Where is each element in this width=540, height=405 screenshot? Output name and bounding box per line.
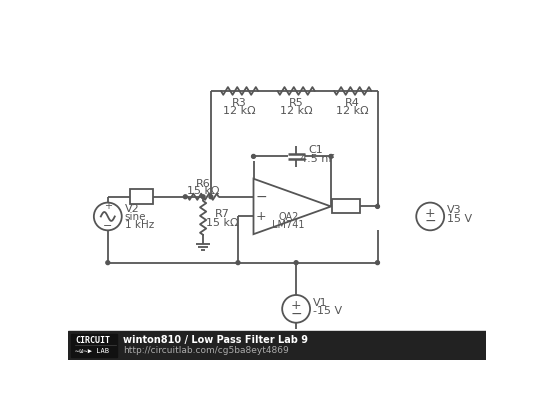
Text: IN: IN [136,192,146,201]
Circle shape [375,261,380,264]
Text: OUT: OUT [335,201,357,211]
Bar [68,331,486,360]
Circle shape [209,195,213,199]
Text: +: + [256,210,267,223]
Polygon shape [253,179,331,234]
Text: R4: R4 [345,98,360,108]
Text: R7: R7 [215,209,230,219]
Circle shape [201,195,205,199]
Circle shape [252,154,255,158]
Text: V1: V1 [313,298,328,308]
Text: 12 kΩ: 12 kΩ [336,106,369,116]
FancyBboxPatch shape [332,199,360,213]
Text: −: − [103,222,112,232]
Text: CIRCUIT: CIRCUIT [75,336,110,345]
Circle shape [375,205,380,209]
Text: −: − [291,307,302,320]
Text: sine: sine [125,212,146,222]
Bar [71,334,117,357]
Text: R3: R3 [232,98,247,108]
Text: +: + [425,207,436,220]
Text: C1: C1 [308,145,323,155]
Text: V2: V2 [125,204,140,214]
Text: 1 kHz: 1 kHz [125,220,154,230]
Text: +: + [104,201,112,211]
FancyBboxPatch shape [130,189,153,204]
Text: R6: R6 [195,179,211,190]
Text: 15 kΩ: 15 kΩ [187,186,219,196]
Text: ∼ω∼▶ LAB: ∼ω∼▶ LAB [75,347,109,354]
Text: http://circuitlab.com/cg5ba8eyt4869: http://circuitlab.com/cg5ba8eyt4869 [123,346,289,355]
Text: V3: V3 [447,205,462,215]
Circle shape [294,261,298,264]
Text: winton810 / Low Pass Filter Lab 9: winton810 / Low Pass Filter Lab 9 [123,335,308,345]
Text: 15 V: 15 V [447,214,472,224]
Text: 12 kΩ: 12 kΩ [280,106,313,116]
Text: 12 kΩ: 12 kΩ [223,106,256,116]
Text: 15 kΩ: 15 kΩ [206,217,239,228]
Circle shape [184,195,187,199]
Text: 4.5 nF: 4.5 nF [300,154,335,164]
Circle shape [236,261,240,264]
Text: R5: R5 [289,98,303,108]
Text: +: + [291,299,301,312]
Text: OA2: OA2 [278,212,299,222]
Text: -15 V: -15 V [313,306,342,316]
Text: LM741: LM741 [272,220,305,230]
Circle shape [106,261,110,264]
Text: −: − [424,214,436,228]
Circle shape [329,154,333,158]
Text: −: − [255,190,267,204]
